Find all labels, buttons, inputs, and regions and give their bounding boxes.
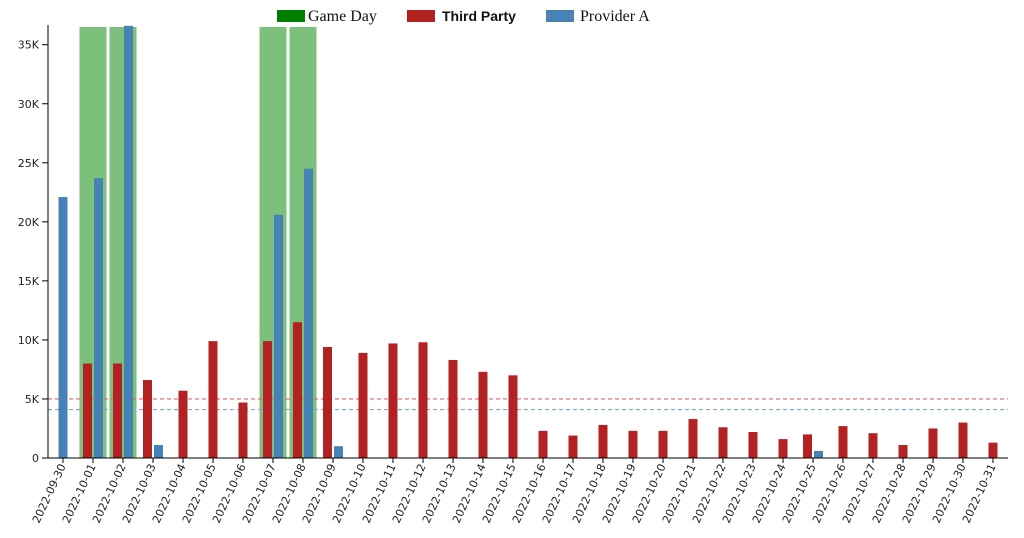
bar-third-party-2022-10-23[interactable] [748,432,758,458]
legend-label-third-party[interactable]: Third Party [442,8,516,24]
bar-third-party-2022-10-19[interactable] [628,430,638,458]
bar-provider-a-2022-10-01[interactable] [94,178,103,458]
bar-provider-a-2022-10-08[interactable] [304,168,313,459]
y-tick-label: 35K [18,39,40,52]
bars [58,25,998,459]
bar-third-party-2022-10-29[interactable] [928,428,938,458]
legend-label-game-day[interactable]: Game Day [308,8,377,25]
bar-third-party-2022-10-14[interactable] [478,371,488,458]
bar-provider-a-2022-10-09[interactable] [334,446,343,458]
bar-third-party-2022-10-18[interactable] [598,424,608,458]
y-tick-label: 10K [18,334,40,347]
y-tick-label: 0 [32,452,39,465]
bar-third-party-2022-10-11[interactable] [388,343,398,458]
bar-third-party-2022-10-27[interactable] [868,433,878,458]
y-tick-label: 30K [18,98,40,111]
bar-third-party-2022-10-17[interactable] [568,435,578,458]
bar-provider-a-2022-10-25[interactable] [814,450,823,458]
bar-third-party-2022-10-06[interactable] [238,402,248,458]
bar-third-party-2022-10-02[interactable] [113,363,122,458]
legend-swatch-third-party [407,10,435,22]
bar-third-party-2022-10-21[interactable] [688,419,698,458]
bar-third-party-2022-10-28[interactable] [898,445,908,458]
bar-third-party-2022-10-13[interactable] [448,359,458,458]
bar-third-party-2022-10-20[interactable] [658,430,668,458]
bar-third-party-2022-10-30[interactable] [958,422,968,458]
bar-third-party-2022-10-25[interactable] [803,434,812,458]
bar-third-party-2022-10-05[interactable] [208,341,218,458]
y-tick-label: 20K [18,216,40,229]
bar-third-party-2022-10-15[interactable] [508,375,518,458]
bar-third-party-2022-10-01[interactable] [83,363,92,458]
reference-lines [48,398,1008,411]
bar-third-party-2022-10-08[interactable] [293,322,302,458]
bar-third-party-2022-10-26[interactable] [838,426,848,458]
bar-third-party-2022-10-03[interactable] [143,380,152,458]
y-tick-label: 5K [25,393,40,406]
bar-third-party-2022-10-09[interactable] [323,347,332,458]
bar-third-party-2022-10-10[interactable] [358,352,368,458]
bar-third-party-2022-10-16[interactable] [538,430,548,458]
bar-third-party-2022-10-31[interactable] [988,442,998,458]
x-axis: 2022-09-302022-10-012022-10-022022-10-03… [30,457,1008,525]
bar-provider-a-2022-10-07[interactable] [274,214,283,458]
bar-third-party-2022-10-12[interactable] [418,342,428,458]
bar-third-party-2022-10-04[interactable] [178,390,188,458]
legend-swatch-game-day [277,10,305,22]
legend: Game Day Third Party Provider A [277,8,650,25]
bar-provider-a-2022-09-30[interactable] [58,197,68,458]
y-tick-label: 25K [18,157,40,170]
bar-third-party-2022-10-07[interactable] [263,341,272,458]
y-tick-label: 15K [18,275,40,288]
bar-provider-a-2022-10-03[interactable] [154,445,163,458]
bar-third-party-2022-10-22[interactable] [718,427,728,458]
bar-third-party-2022-10-24[interactable] [778,439,788,458]
legend-swatch-provider-a [546,10,574,22]
y-axis: 0 5K 10K 15K 20K 25K 30K 35K [18,25,49,465]
bar-provider-a-2022-10-02[interactable] [124,25,133,458]
legend-label-provider-a[interactable]: Provider A [580,8,650,25]
